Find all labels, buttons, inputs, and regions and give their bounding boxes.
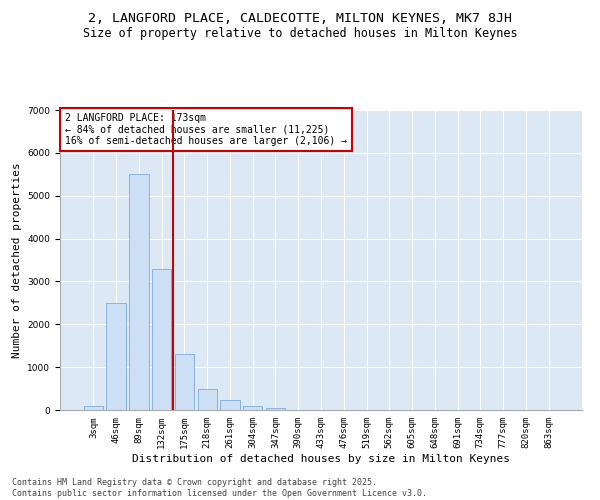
Bar <box>197 388 217 410</box>
Bar <box>266 408 285 410</box>
X-axis label: Distribution of detached houses by size in Milton Keynes: Distribution of detached houses by size … <box>132 454 510 464</box>
Bar <box>243 406 262 410</box>
Text: Size of property relative to detached houses in Milton Keynes: Size of property relative to detached ho… <box>83 28 517 40</box>
Bar <box>152 268 172 410</box>
Y-axis label: Number of detached properties: Number of detached properties <box>12 162 22 358</box>
Text: Contains HM Land Registry data © Crown copyright and database right 2025.
Contai: Contains HM Land Registry data © Crown c… <box>12 478 427 498</box>
Bar <box>84 406 103 410</box>
Text: 2, LANGFORD PLACE, CALDECOTTE, MILTON KEYNES, MK7 8JH: 2, LANGFORD PLACE, CALDECOTTE, MILTON KE… <box>88 12 512 26</box>
Bar <box>106 303 126 410</box>
Bar <box>175 354 194 410</box>
Text: 2 LANGFORD PLACE: 173sqm
← 84% of detached houses are smaller (11,225)
16% of se: 2 LANGFORD PLACE: 173sqm ← 84% of detach… <box>65 113 347 146</box>
Bar <box>129 174 149 410</box>
Bar <box>220 400 239 410</box>
